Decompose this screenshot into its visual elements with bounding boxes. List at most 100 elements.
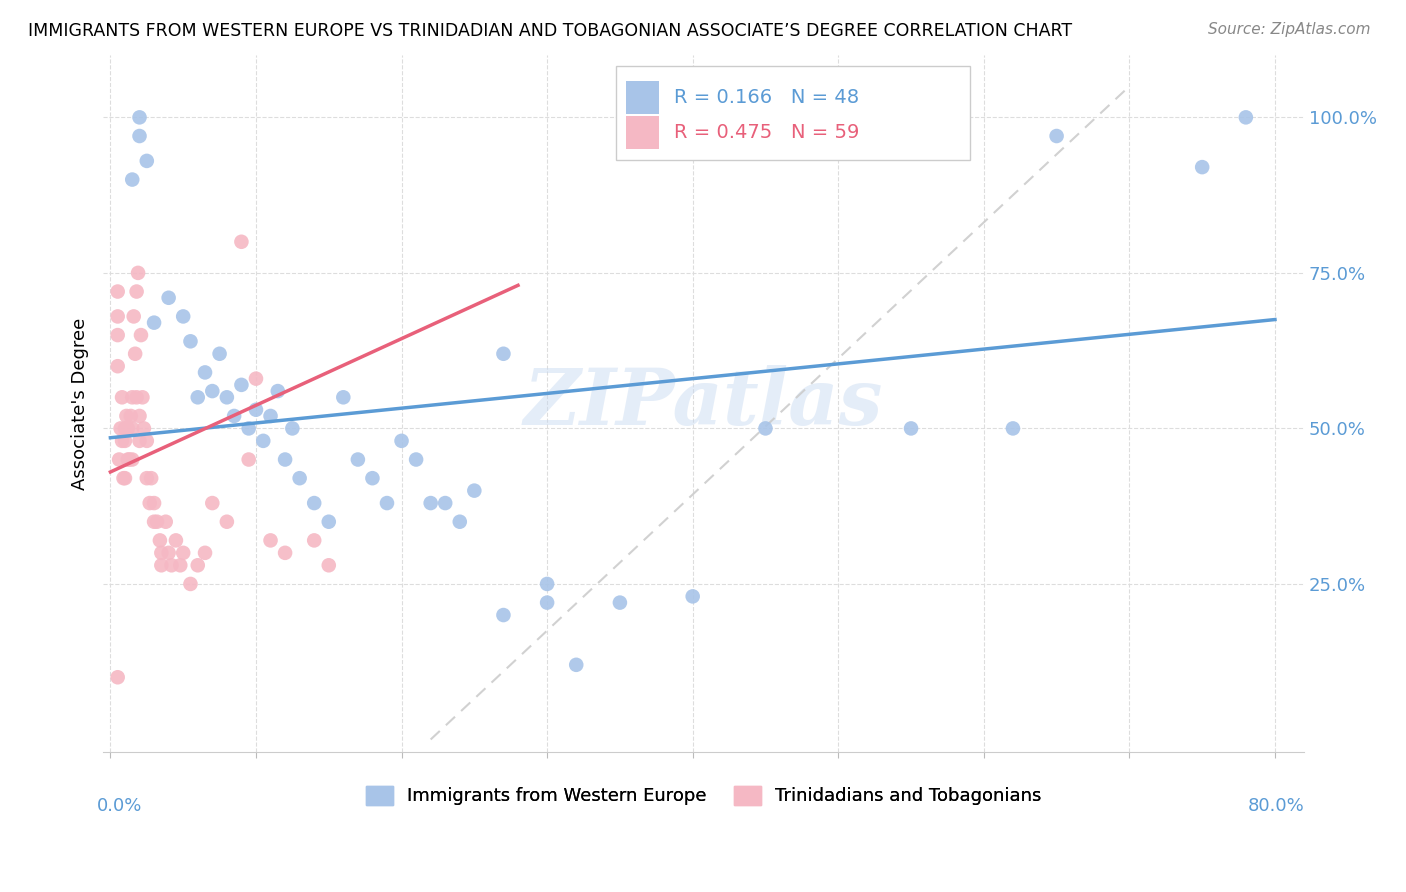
Point	[141, 471, 163, 485]
Point	[122, 310, 145, 324]
Point	[121, 172, 143, 186]
FancyBboxPatch shape	[626, 116, 659, 149]
Text: 80.0%: 80.0%	[1247, 797, 1305, 815]
Point	[114, 421, 136, 435]
Point	[129, 328, 152, 343]
Point	[609, 596, 631, 610]
Legend: Immigrants from Western Europe, Trinidadians and Tobagonians: Immigrants from Western Europe, Trinidad…	[359, 779, 1049, 813]
Point	[120, 409, 142, 423]
Point	[150, 546, 173, 560]
Point	[463, 483, 485, 498]
Point	[252, 434, 274, 448]
Point	[112, 471, 135, 485]
Point	[187, 390, 209, 404]
Point	[172, 546, 194, 560]
Text: Source: ZipAtlas.com: Source: ZipAtlas.com	[1208, 22, 1371, 37]
Point	[107, 670, 129, 684]
Point	[179, 577, 201, 591]
Point	[115, 409, 138, 423]
Point	[128, 434, 150, 448]
Point	[143, 496, 166, 510]
Point	[565, 657, 588, 672]
FancyBboxPatch shape	[616, 66, 970, 160]
Point	[155, 515, 177, 529]
Point	[332, 390, 354, 404]
Point	[143, 515, 166, 529]
Point	[302, 533, 325, 548]
Point	[124, 347, 146, 361]
Point	[391, 434, 413, 448]
Point	[754, 421, 776, 435]
Point	[1001, 421, 1024, 435]
Point	[361, 471, 384, 485]
Point	[281, 421, 304, 435]
Point	[146, 515, 169, 529]
Point	[347, 452, 370, 467]
Point	[318, 558, 340, 573]
Point	[107, 328, 129, 343]
Point	[111, 390, 134, 404]
Point	[449, 515, 471, 529]
Point	[110, 421, 132, 435]
Point	[231, 377, 253, 392]
Point	[1046, 128, 1069, 143]
Point	[150, 558, 173, 573]
Text: ZIPatlas: ZIPatlas	[524, 366, 883, 442]
Point	[288, 471, 311, 485]
Point	[187, 558, 209, 573]
Point	[259, 533, 281, 548]
Point	[900, 421, 922, 435]
Point	[224, 409, 246, 423]
Point	[108, 452, 131, 467]
Point	[114, 434, 136, 448]
Point	[118, 452, 141, 467]
Point	[128, 409, 150, 423]
Point	[121, 390, 143, 404]
Point	[274, 546, 297, 560]
Point	[179, 334, 201, 349]
Point	[419, 496, 441, 510]
Point	[128, 128, 150, 143]
Point	[215, 390, 238, 404]
Point	[135, 471, 157, 485]
Point	[125, 390, 148, 404]
Point	[194, 546, 217, 560]
Point	[117, 452, 139, 467]
Point	[149, 533, 172, 548]
Point	[114, 471, 136, 485]
Point	[434, 496, 457, 510]
Point	[121, 452, 143, 467]
Point	[117, 421, 139, 435]
Point	[1234, 111, 1257, 125]
Point	[157, 291, 180, 305]
Point	[138, 496, 160, 510]
Point	[536, 596, 558, 610]
Point	[682, 590, 704, 604]
Point	[201, 496, 224, 510]
Point	[107, 359, 129, 374]
Point	[132, 421, 155, 435]
Point	[131, 390, 153, 404]
Point	[231, 235, 253, 249]
Point	[135, 434, 157, 448]
Point	[238, 421, 260, 435]
Point	[405, 452, 427, 467]
Point	[194, 366, 217, 380]
Point	[536, 577, 558, 591]
Point	[160, 558, 183, 573]
Point	[208, 347, 231, 361]
Point	[318, 515, 340, 529]
Point	[125, 285, 148, 299]
Text: R = 0.475   N = 59: R = 0.475 N = 59	[673, 123, 859, 142]
Point	[121, 421, 143, 435]
Point	[302, 496, 325, 510]
Point	[375, 496, 398, 510]
FancyBboxPatch shape	[626, 81, 659, 114]
Text: R = 0.166   N = 48: R = 0.166 N = 48	[673, 88, 859, 107]
Point	[143, 316, 166, 330]
Point	[274, 452, 297, 467]
Point	[245, 402, 267, 417]
Point	[492, 608, 515, 623]
Point	[215, 515, 238, 529]
Point	[107, 310, 129, 324]
